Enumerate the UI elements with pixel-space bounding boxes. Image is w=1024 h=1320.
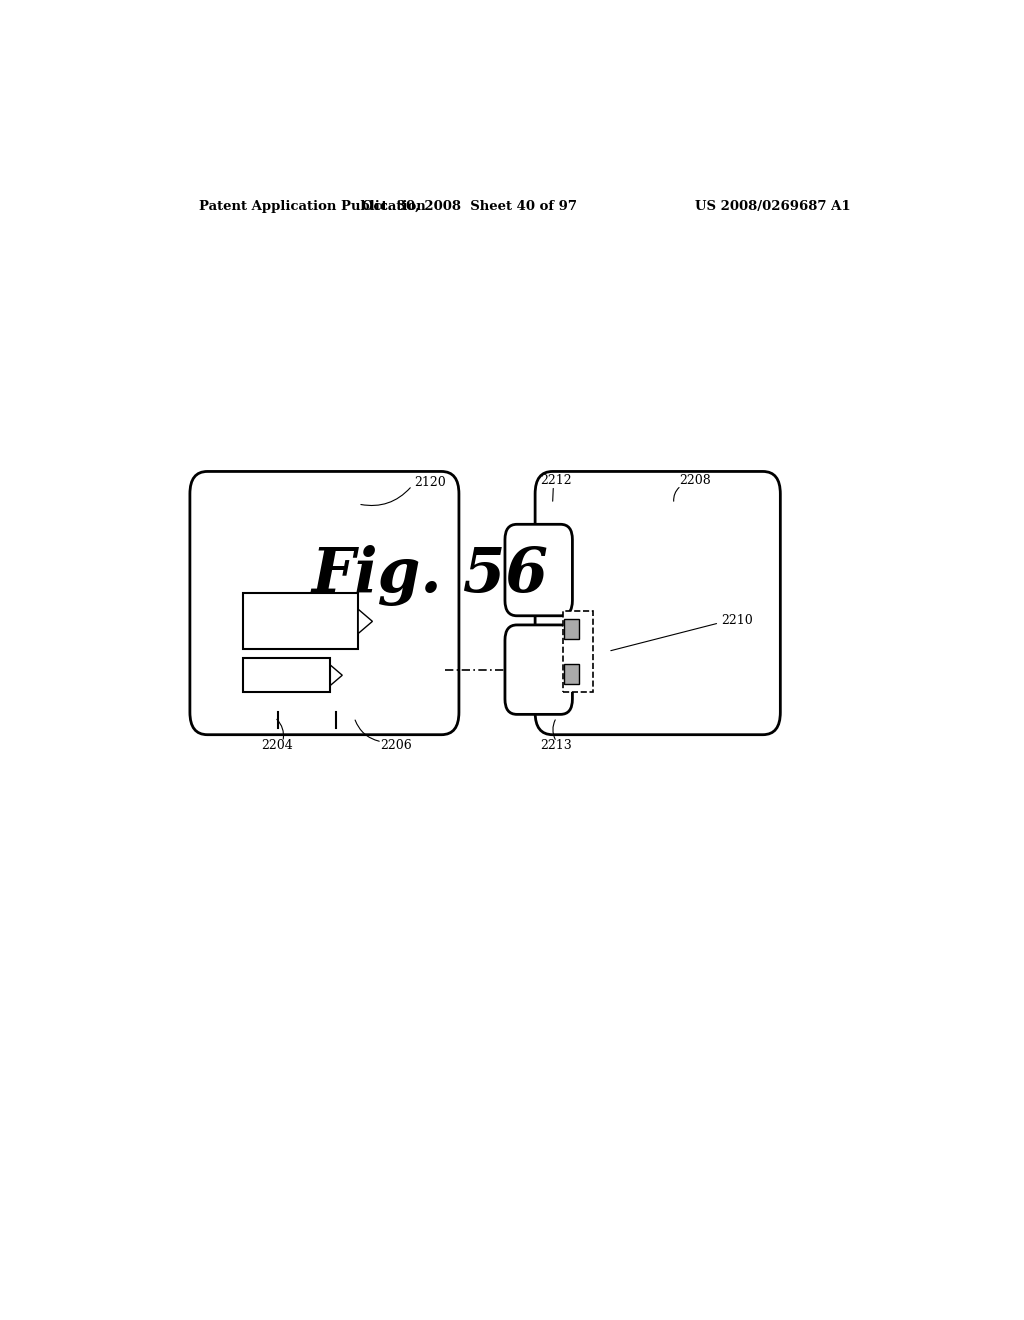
FancyBboxPatch shape xyxy=(505,524,572,616)
Text: 2212: 2212 xyxy=(541,474,572,487)
Bar xyxy=(243,594,358,649)
Bar xyxy=(563,611,593,692)
Text: 2208: 2208 xyxy=(680,474,712,487)
Polygon shape xyxy=(358,609,373,634)
Text: Fig. 56: Fig. 56 xyxy=(311,545,548,606)
Text: Oct. 30, 2008  Sheet 40 of 97: Oct. 30, 2008 Sheet 40 of 97 xyxy=(361,199,577,213)
FancyBboxPatch shape xyxy=(505,624,572,714)
FancyBboxPatch shape xyxy=(189,471,459,735)
Bar xyxy=(243,659,331,692)
Text: 2204: 2204 xyxy=(261,739,293,752)
Text: 2120: 2120 xyxy=(414,477,445,490)
Text: 2210: 2210 xyxy=(722,614,754,627)
Text: Patent Application Publication: Patent Application Publication xyxy=(200,199,426,213)
Text: 2213: 2213 xyxy=(541,739,572,752)
FancyBboxPatch shape xyxy=(536,471,780,735)
Polygon shape xyxy=(331,665,342,685)
Bar xyxy=(564,664,579,684)
Text: 2206: 2206 xyxy=(380,739,412,752)
Text: US 2008/0269687 A1: US 2008/0269687 A1 xyxy=(694,199,850,213)
Bar xyxy=(564,619,579,639)
